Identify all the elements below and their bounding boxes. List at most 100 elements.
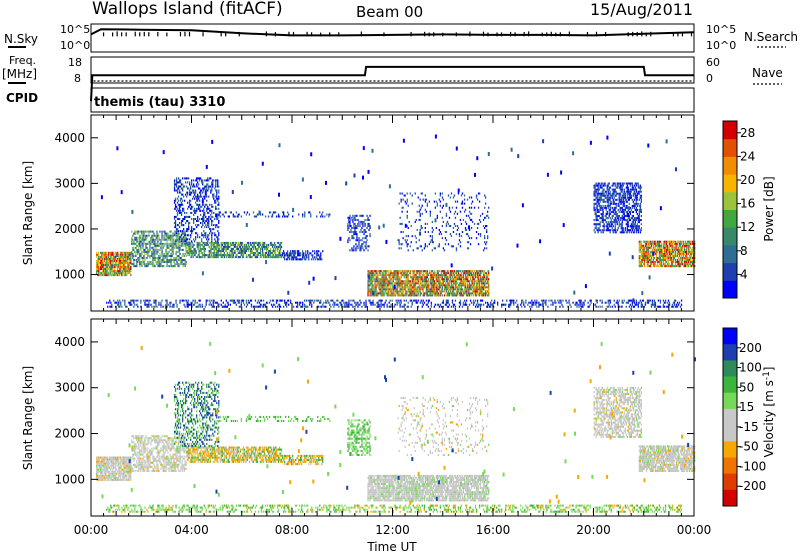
heatmap-cell [203, 195, 205, 198]
heatmap-cell [380, 270, 382, 273]
heatmap-cell [403, 194, 405, 197]
heatmap-cell [107, 257, 109, 260]
heatmap-cell [252, 241, 255, 244]
heatmap-cell [415, 241, 417, 244]
heatmap-cell [176, 230, 179, 233]
heatmap-cell [121, 262, 123, 265]
heatmap-cell [429, 288, 431, 291]
heatmap-cell [240, 215, 242, 218]
heatmap-cell [397, 286, 399, 289]
heatmap-cell [361, 227, 363, 230]
heatmap-cell [513, 303, 515, 306]
heatmap-cell [562, 299, 564, 302]
heatmap-cell [439, 284, 441, 287]
heatmap-cell [436, 276, 438, 279]
heatmap-cell [202, 234, 204, 237]
heatmap-cell [445, 231, 448, 234]
heatmap-cell [203, 189, 205, 192]
heatmap-cell [135, 230, 137, 233]
heatmap-cell [384, 282, 386, 285]
heatmap-cell [152, 242, 154, 245]
heatmap-cell [198, 220, 200, 223]
heatmap-cell [158, 263, 160, 266]
heatmap-cell [569, 303, 571, 306]
heatmap-cell [377, 280, 379, 283]
heatmap-cell [189, 248, 191, 251]
heatmap-cell [276, 248, 279, 251]
heatmap-cell [388, 274, 390, 277]
heatmap-cell [454, 200, 457, 203]
heatmap-cell [402, 231, 404, 234]
heatmap-cell [440, 276, 442, 279]
heatmap-cell [279, 254, 282, 257]
heatmap-cell [429, 290, 431, 293]
heatmap-cell [368, 286, 370, 289]
heatmap-cell [462, 292, 465, 295]
heatmap-cell [178, 181, 181, 184]
heatmap-cell [304, 256, 306, 259]
heatmap-cell [486, 231, 488, 234]
heatmap-cell [657, 305, 660, 308]
heatmap-cell [401, 222, 403, 225]
heatmap-cell [485, 216, 487, 219]
heatmap-cell [133, 299, 135, 302]
heatmap-cell [197, 236, 199, 239]
heatmap-cell [412, 284, 414, 287]
heatmap-cell [640, 303, 642, 306]
heatmap-cell [449, 196, 452, 199]
heatmap-cell [136, 303, 138, 306]
heatmap-cell [178, 265, 180, 268]
heatmap-cell [387, 286, 389, 289]
heatmap-cell [199, 299, 201, 302]
heatmap-cell [422, 272, 424, 275]
heatmap-cell [116, 272, 118, 275]
heatmap-cell [454, 225, 457, 228]
heatmap-cell [317, 258, 319, 261]
heatmap-cell [201, 181, 203, 184]
heatmap-cell [401, 290, 403, 293]
heatmap-cell [213, 245, 215, 248]
heatmap-cell [110, 274, 112, 277]
heatmap-cell [103, 268, 105, 271]
heatmap-cell [184, 177, 186, 180]
heatmap-cell [304, 299, 306, 302]
heatmap-cell [213, 256, 215, 259]
heatmap-cell [349, 225, 351, 228]
heatmap-cell [128, 268, 130, 271]
heatmap-cell [368, 280, 370, 283]
heatmap-cell [140, 252, 142, 255]
heatmap-cell [387, 292, 389, 295]
heatmap-cell [590, 299, 592, 302]
heatmap-cell [139, 263, 141, 266]
heatmap-cell [552, 303, 554, 306]
heatmap-cell [389, 286, 391, 289]
heatmap-cell [145, 265, 147, 268]
heatmap-cell [217, 236, 219, 239]
heatmap-cell [267, 245, 270, 248]
heatmap-cell [459, 278, 462, 281]
heatmap-cell [368, 218, 370, 221]
heatmap-cell [275, 254, 278, 257]
heatmap-cell [98, 255, 100, 258]
heatmap-cell [594, 192, 596, 195]
heatmap-cell [264, 256, 267, 259]
heatmap-cell [237, 299, 239, 302]
heatmap-cell [162, 257, 164, 260]
heatmap-cell [290, 252, 292, 255]
heatmap-cell [132, 252, 134, 255]
heatmap-cell [211, 236, 213, 239]
heatmap-cell [153, 246, 155, 249]
heatmap-cell [326, 301, 328, 304]
heatmap-cell [436, 274, 438, 277]
heatmap-cell [142, 242, 144, 245]
heatmap-cell [447, 282, 450, 285]
heatmap-cell [187, 230, 189, 233]
heatmap-cell [176, 303, 178, 306]
heatmap-cell [545, 303, 547, 306]
heatmap-cell [452, 227, 455, 230]
heatmap-cell [183, 218, 185, 221]
heatmap-cell [389, 274, 391, 277]
heatmap-cell [249, 248, 252, 251]
heatmap-cell [107, 264, 109, 267]
heatmap-cell [177, 195, 180, 198]
